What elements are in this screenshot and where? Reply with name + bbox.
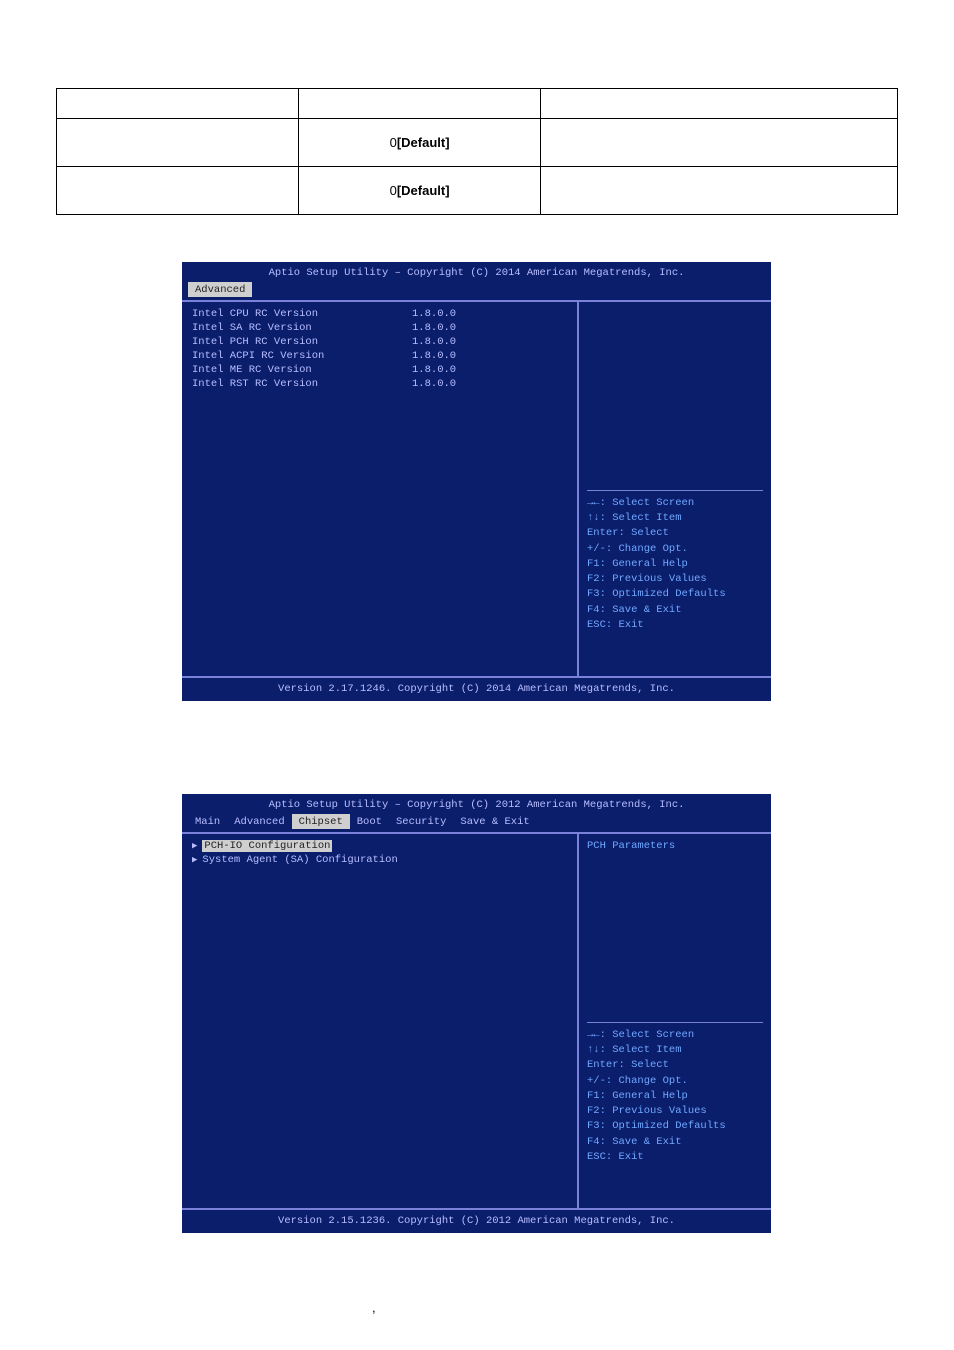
bios-tabs: Main Advanced Chipset Boot Security Save… xyxy=(182,811,771,829)
help-line: ↑↓: Select Item xyxy=(587,511,763,526)
bios-tabs: Advanced xyxy=(182,279,771,297)
bios-header: Aptio Setup Utility – Copyright (C) 2012… xyxy=(182,794,771,832)
help-line: F2: Previous Values xyxy=(587,1104,763,1119)
bios-header: Aptio Setup Utility – Copyright (C) 2014… xyxy=(182,262,771,300)
bios-title: Aptio Setup Utility – Copyright (C) 2014… xyxy=(182,267,771,279)
tab-boot[interactable]: Boot xyxy=(350,814,389,829)
prefix: 0 xyxy=(390,135,397,150)
menu-item-system-agent[interactable]: ▶ System Agent (SA) Configuration xyxy=(192,854,567,866)
help-line: →←: Select Screen xyxy=(587,496,763,511)
info-value: 1.8.0.0 xyxy=(412,322,456,334)
cell xyxy=(57,89,299,119)
cell xyxy=(57,167,299,215)
bios-body: ▶ PCH-IO Configuration ▶ System Agent (S… xyxy=(182,832,771,1210)
info-row: Intel PCH RC Version1.8.0.0 xyxy=(192,336,567,348)
info-row: Intel SA RC Version1.8.0.0 xyxy=(192,322,567,334)
info-row: Intel ACPI RC Version1.8.0.0 xyxy=(192,350,567,362)
info-row: Intel ME RC Version1.8.0.0 xyxy=(192,364,567,376)
tab-save-exit[interactable]: Save & Exit xyxy=(453,814,536,829)
info-label: Intel PCH RC Version xyxy=(192,336,412,348)
bios-panel-advanced: Aptio Setup Utility – Copyright (C) 2014… xyxy=(182,262,771,701)
cell xyxy=(298,89,541,119)
cell xyxy=(541,167,898,215)
menu-item-pch-io[interactable]: ▶ PCH-IO Configuration xyxy=(192,840,567,852)
cell xyxy=(541,89,898,119)
info-label: Intel CPU RC Version xyxy=(192,308,412,320)
table-row: 0[Default] xyxy=(57,119,898,167)
triangle-icon: ▶ xyxy=(192,855,197,865)
help-line: F3: Optimized Defaults xyxy=(587,1119,763,1134)
info-value: 1.8.0.0 xyxy=(412,364,456,376)
menu-label: System Agent (SA) Configuration xyxy=(202,854,397,866)
tab-advanced[interactable]: Advanced xyxy=(227,814,291,829)
tab-main[interactable]: Main xyxy=(188,814,227,829)
help-line: ESC: Exit xyxy=(587,1150,763,1165)
bios-footer: Version 2.17.1246. Copyright (C) 2014 Am… xyxy=(182,678,771,701)
default-label: [Default] xyxy=(397,183,450,198)
prefix: 0 xyxy=(390,183,397,198)
help-line: F4: Save & Exit xyxy=(587,603,763,618)
bios-right-pane: PCH Parameters →←: Select Screen ↑↓: Sel… xyxy=(579,834,771,1208)
help-line: F1: General Help xyxy=(587,1089,763,1104)
tab-chipset[interactable]: Chipset xyxy=(292,814,350,829)
bios-title: Aptio Setup Utility – Copyright (C) 2012… xyxy=(182,799,771,811)
help-line: Enter: Select xyxy=(587,1058,763,1073)
help-line: →←: Select Screen xyxy=(587,1028,763,1043)
table-row xyxy=(57,89,898,119)
triangle-icon: ▶ xyxy=(192,841,197,851)
help-line: Enter: Select xyxy=(587,526,763,541)
info-row: Intel CPU RC Version1.8.0.0 xyxy=(192,308,567,320)
cell-default: 0[Default] xyxy=(298,167,541,215)
help-line: ESC: Exit xyxy=(587,618,763,633)
help-line: F4: Save & Exit xyxy=(587,1135,763,1150)
help-line: +/-: Change Opt. xyxy=(587,542,763,557)
help-line: F3: Optimized Defaults xyxy=(587,587,763,602)
info-label: Intel ME RC Version xyxy=(192,364,412,376)
options-table: 0[Default] 0[Default] xyxy=(56,88,898,215)
help-block: →←: Select Screen ↑↓: Select Item Enter:… xyxy=(587,490,763,633)
help-line: +/-: Change Opt. xyxy=(587,1074,763,1089)
info-label: Intel SA RC Version xyxy=(192,322,412,334)
info-value: 1.8.0.0 xyxy=(412,378,456,390)
bios-panel-chipset: Aptio Setup Utility – Copyright (C) 2012… xyxy=(182,794,771,1233)
default-label: [Default] xyxy=(397,135,450,150)
tab-security[interactable]: Security xyxy=(389,814,453,829)
table-row: 0[Default] xyxy=(57,167,898,215)
info-value: 1.8.0.0 xyxy=(412,350,456,362)
info-value: 1.8.0.0 xyxy=(412,308,456,320)
right-description: PCH Parameters xyxy=(587,840,763,852)
info-row: Intel RST RC Version1.8.0.0 xyxy=(192,378,567,390)
help-line: F1: General Help xyxy=(587,557,763,572)
bios-footer: Version 2.15.1236. Copyright (C) 2012 Am… xyxy=(182,1210,771,1233)
bios-left-pane: Intel CPU RC Version1.8.0.0 Intel SA RC … xyxy=(182,302,579,676)
cell xyxy=(541,119,898,167)
bottom-caption: , xyxy=(372,1300,376,1315)
bios-body: Intel CPU RC Version1.8.0.0 Intel SA RC … xyxy=(182,300,771,678)
bios-left-pane: ▶ PCH-IO Configuration ▶ System Agent (S… xyxy=(182,834,579,1208)
cell-default: 0[Default] xyxy=(298,119,541,167)
menu-label: PCH-IO Configuration xyxy=(202,840,332,852)
tab-advanced[interactable]: Advanced xyxy=(188,282,252,297)
info-label: Intel RST RC Version xyxy=(192,378,412,390)
bios-right-pane: →←: Select Screen ↑↓: Select Item Enter:… xyxy=(579,302,771,676)
help-block: →←: Select Screen ↑↓: Select Item Enter:… xyxy=(587,1022,763,1165)
help-line: ↑↓: Select Item xyxy=(587,1043,763,1058)
help-line: F2: Previous Values xyxy=(587,572,763,587)
info-value: 1.8.0.0 xyxy=(412,336,456,348)
info-label: Intel ACPI RC Version xyxy=(192,350,412,362)
cell xyxy=(57,119,299,167)
